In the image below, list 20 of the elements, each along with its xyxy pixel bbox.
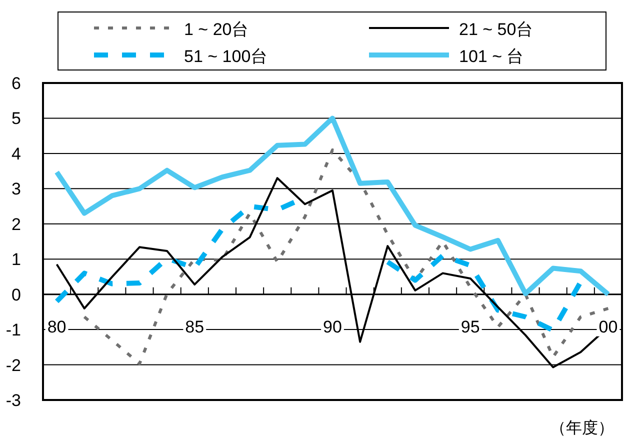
y-tick-label: 5 — [12, 109, 21, 128]
y-tick-label: -2 — [6, 356, 21, 375]
y-tick-label: -3 — [6, 391, 21, 410]
y-tick-label: 1 — [12, 250, 21, 270]
y-tick-label: 2 — [12, 214, 21, 234]
y-tick-label: -1 — [6, 320, 21, 340]
legend-label: 1 ~ 20台 — [184, 20, 249, 39]
x-tick-label: 95 — [460, 317, 480, 336]
x-tick-label: 85 — [185, 317, 204, 336]
y-tick-label: 4 — [12, 144, 21, 164]
x-tick-label: 80 — [47, 317, 66, 336]
legend-label: 51 ~ 100台 — [184, 47, 268, 66]
x-axis-title: （年度） — [550, 419, 614, 437]
legend-label: 101 ~ 台 — [459, 47, 524, 66]
y-tick-label: 6 — [12, 74, 21, 93]
x-tick-label: 90 — [323, 317, 342, 336]
legend-label: 21 ~ 50台 — [459, 20, 534, 39]
y-tick-label: 3 — [12, 180, 21, 199]
x-tick-label: 00 — [598, 317, 618, 336]
y-tick-label: 0 — [12, 285, 21, 304]
